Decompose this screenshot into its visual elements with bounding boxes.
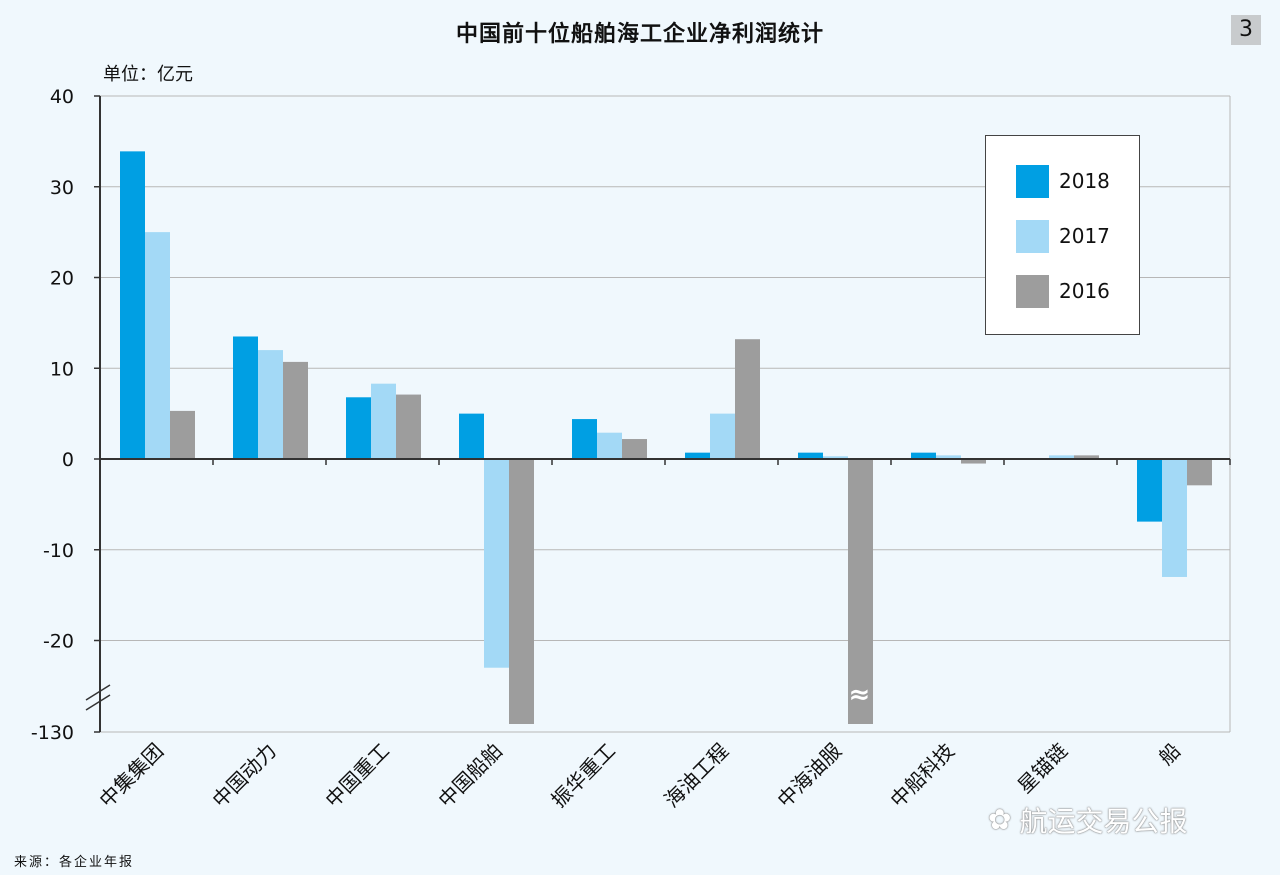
bar-2018: [459, 413, 484, 459]
legend-item-2018: 2018: [1016, 164, 1110, 198]
bar-2018: [233, 336, 258, 459]
bar-2016: [396, 394, 421, 459]
bar-break-mark: ≈: [849, 680, 871, 710]
chart-title: 中国前十位船舶海工企业净利润统计: [455, 22, 824, 47]
category-label: 星锚链: [1013, 739, 1072, 798]
category-label: 中国重工: [320, 739, 394, 813]
category-label: 中海油服: [772, 739, 846, 813]
bar-2016: [961, 459, 986, 464]
category-label: 中船科技: [885, 739, 959, 813]
y-tick-label: 20: [50, 268, 74, 290]
legend-item-2016: 2016: [1016, 274, 1110, 308]
source-note: 来源：各企业年报: [14, 855, 135, 870]
axis-break-mark: [85, 694, 111, 711]
bar-2018: [911, 452, 936, 459]
category-label: 中国动力: [207, 739, 281, 813]
watermark-text: 航运交易公报: [1019, 805, 1188, 838]
bar-2017: [710, 413, 735, 459]
axis-break-mark: [85, 684, 111, 701]
category-label: 振华重工: [546, 739, 620, 813]
bar-2017: [145, 232, 170, 459]
bar-2018: [346, 397, 371, 459]
bar-2016: [170, 410, 195, 459]
wechat-icon: ✿: [988, 803, 1012, 836]
legend-swatch-2016: [1016, 274, 1049, 308]
legend-swatch-2018: [1016, 164, 1049, 198]
page-number-badge: 3: [1231, 15, 1261, 45]
y-tick-label: 40: [50, 86, 74, 108]
y-tick-label: -10: [43, 540, 74, 562]
legend-item-2017: 2017: [1016, 219, 1110, 253]
bar-2016: [848, 459, 873, 724]
category-label: 中集集团: [94, 739, 168, 813]
y-tick-label: 0: [62, 449, 74, 471]
legend-label-2016: 2016: [1059, 279, 1110, 303]
bar-2016: [1074, 455, 1099, 459]
bar-2016: [622, 439, 647, 459]
watermark: ✿ 航运交易公报: [988, 800, 1187, 840]
category-label: 船: [1154, 739, 1185, 770]
y-tick-label: -20: [43, 631, 74, 653]
bar-2016: [1187, 459, 1212, 486]
bar-2016: [283, 361, 308, 459]
legend: 2018 2017 2016: [985, 135, 1140, 335]
bar-2018: [798, 452, 823, 459]
legend-label-2018: 2018: [1059, 169, 1110, 193]
bar-2018: [685, 452, 710, 459]
unit-label: 单位：亿元: [103, 64, 193, 85]
bar-2017: [1049, 455, 1074, 459]
legend-label-2017: 2017: [1059, 224, 1110, 248]
y-tick-label: -130: [31, 722, 74, 744]
y-tick-label: 10: [50, 358, 74, 380]
legend-swatch-2017: [1016, 219, 1049, 253]
y-tick-label: 30: [50, 177, 74, 199]
category-label: 海油工程: [659, 739, 733, 813]
category-label: 中国船舶: [433, 739, 507, 813]
bar-2017: [936, 455, 961, 459]
bar-2016: [509, 459, 534, 724]
bar-2017: [1162, 459, 1187, 577]
bar-2016: [735, 339, 760, 459]
bar-2018: [120, 151, 145, 460]
bar-2017: [258, 350, 283, 459]
bar-2017: [484, 459, 509, 668]
bar-2018: [572, 419, 597, 459]
bar-2017: [597, 432, 622, 459]
bar-2017: [823, 456, 848, 459]
bar-2017: [371, 383, 396, 459]
bar-2018: [1137, 459, 1162, 522]
